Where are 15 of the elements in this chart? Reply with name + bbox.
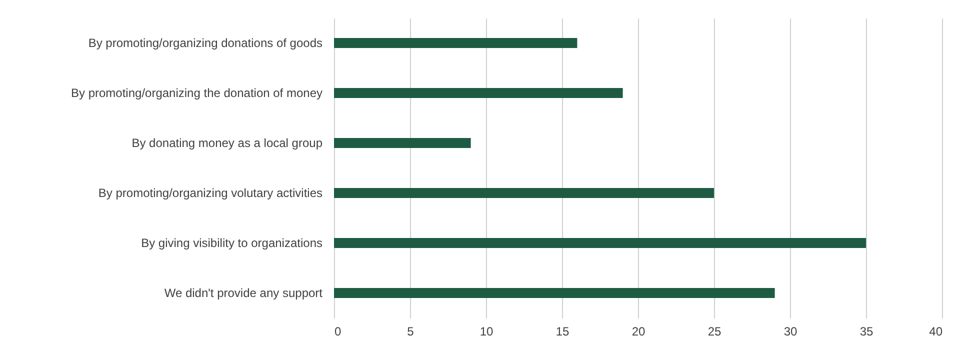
x-tick-label: 10	[480, 324, 494, 338]
x-tick-label: 5	[407, 324, 414, 338]
y-tick-label: We didn't provide any support	[164, 286, 324, 300]
x-tick-label: 40	[929, 324, 943, 338]
x-tick-label: 25	[708, 324, 722, 338]
x-tick-label: 30	[784, 324, 798, 338]
y-tick-label: By promoting/organizing the donation of money	[71, 86, 322, 100]
x-tick-label: 35	[860, 324, 874, 338]
y-tick-label: By promoting/organizing donations of goods	[88, 36, 322, 50]
y-tick-label: By promoting/organizing volutary activities	[98, 186, 322, 200]
x-tick-label: 0	[334, 324, 342, 338]
x-tick-label: 20	[632, 324, 646, 338]
y-tick-label: By giving visibility to organizations	[141, 236, 322, 250]
x-tick-label: 15	[556, 324, 570, 338]
y-tick-label: By donating money as a local group	[132, 136, 323, 150]
